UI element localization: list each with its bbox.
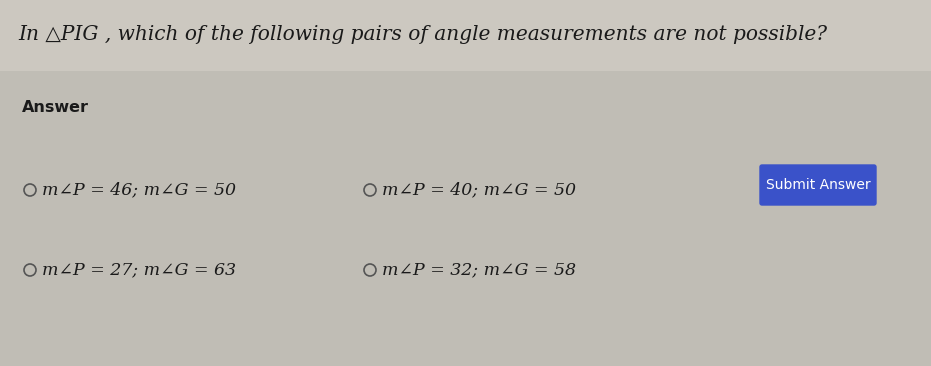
Text: m∠P = 40; m∠G = 50: m∠P = 40; m∠G = 50 [382, 182, 576, 198]
Text: In △PIG , which of the following pairs of angle measurements are not possible?: In △PIG , which of the following pairs o… [18, 25, 827, 44]
Text: m∠P = 46; m∠G = 50: m∠P = 46; m∠G = 50 [42, 182, 236, 198]
Bar [0, 71, 931, 366]
Text: m∠P = 32; m∠G = 58: m∠P = 32; m∠G = 58 [382, 261, 576, 279]
FancyBboxPatch shape [760, 165, 876, 205]
Text: m∠P = 27; m∠G = 63: m∠P = 27; m∠G = 63 [42, 261, 236, 279]
Text: Submit Answer: Submit Answer [765, 178, 870, 192]
Text: Answer: Answer [22, 101, 89, 116]
Bar [0, 0, 931, 76]
